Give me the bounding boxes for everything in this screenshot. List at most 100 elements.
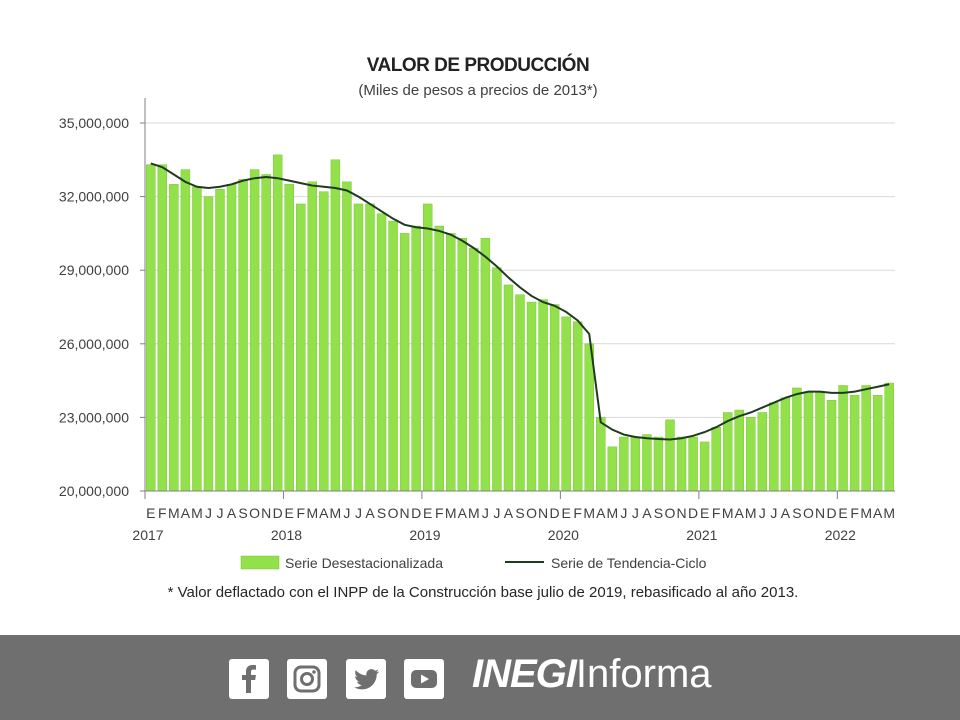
x-tick-label: J (355, 505, 362, 521)
x-tick-label: D (688, 505, 698, 521)
x-tick-label: M (468, 505, 480, 521)
bar (572, 321, 583, 492)
brand-inegi: INEGI (472, 652, 577, 696)
x-tick-label: M (583, 505, 595, 521)
bar-series (146, 154, 894, 492)
x-tick-label: A (365, 505, 375, 521)
legend-label-line: Serie de Tendencia-Ciclo (551, 555, 707, 571)
x-tick-label: O (665, 505, 676, 521)
axes: 20,000,000 23,000,000 26,000,000 29,000,000… (59, 98, 895, 543)
x-tick-label: O (249, 505, 260, 521)
youtube-icon[interactable] (404, 659, 444, 699)
chart-title: VALOR DE PRODUCCIÓN (367, 54, 589, 76)
x-tick-label: J (632, 505, 639, 521)
x-tick-label: S (654, 505, 663, 521)
x-tick-label: E (838, 505, 847, 521)
bar (399, 233, 410, 492)
x-tick-label: M (191, 505, 203, 521)
bar (215, 188, 225, 492)
bar (180, 169, 191, 492)
bar (538, 299, 548, 492)
y-tick-label: 35,000,000 (59, 115, 129, 131)
x-tick-label: S (377, 505, 386, 521)
bar (469, 247, 479, 492)
x-year-label: 2019 (409, 527, 440, 543)
x-tick-label: A (227, 505, 237, 521)
trend-series (150, 162, 890, 441)
x-tick-label: M (330, 505, 342, 521)
bar (803, 392, 814, 492)
x-tick-label: F (712, 505, 721, 521)
x-tick-label: A (504, 505, 514, 521)
bar (238, 179, 248, 492)
chart: VALOR DE PRODUCCIÓN (Miles de pesos a pr… (59, 54, 895, 601)
x-tick-label: E (285, 505, 294, 521)
bar (192, 186, 202, 492)
bar (515, 294, 525, 492)
bar (607, 446, 618, 492)
bar (503, 284, 514, 492)
facebook-icon[interactable] (229, 659, 269, 699)
bar (826, 399, 837, 492)
bar (226, 184, 237, 492)
y-tick-label: 23,000,000 (59, 409, 129, 425)
trend-line (150, 162, 890, 441)
x-tick-label: J (759, 505, 766, 521)
bar (422, 203, 433, 492)
bar (688, 436, 698, 492)
bar (630, 436, 641, 492)
bar (722, 412, 733, 492)
legend-label-bars: Serie Desestacionalizada (285, 555, 443, 571)
x-tick-label: N (815, 505, 825, 521)
bar (746, 417, 756, 492)
y-tick-label: 32,000,000 (59, 189, 129, 205)
twitter-icon[interactable] (346, 659, 386, 699)
x-tick-label: O (526, 505, 537, 521)
bar (665, 419, 675, 492)
inegi-informa-logo: INEGIInforma (472, 652, 712, 702)
bar (284, 184, 294, 492)
bar (596, 417, 606, 492)
y-tick-label: 29,000,000 (59, 262, 129, 278)
x-tick-label: N (538, 505, 548, 521)
bar (549, 304, 560, 492)
x-tick-label: J (482, 505, 489, 521)
x-tick-label: J (493, 505, 500, 521)
bar (861, 385, 871, 492)
y-tick-label: 26,000,000 (59, 336, 129, 352)
bar (146, 164, 156, 492)
x-tick-label: F (158, 505, 167, 521)
bar (619, 436, 629, 492)
bar (342, 181, 352, 492)
x-tick-label: S (792, 505, 801, 521)
x-year-label: 2022 (825, 527, 856, 543)
x-tick-label: N (400, 505, 410, 521)
bar (434, 225, 444, 492)
x-tick-label: A (873, 505, 883, 521)
x-tick-label: E (146, 505, 155, 521)
x-tick-label: M (306, 505, 318, 521)
bar (480, 238, 491, 492)
x-tick-label: N (676, 505, 686, 521)
bar (734, 409, 744, 492)
bar (711, 426, 721, 492)
instagram-icon[interactable] (287, 659, 327, 699)
bar (757, 412, 768, 492)
bar (307, 181, 318, 492)
bar (157, 164, 168, 492)
x-tick-label: M (445, 505, 457, 521)
bar (457, 238, 468, 492)
x-tick-label: M (168, 505, 180, 521)
x-tick-label: E (700, 505, 709, 521)
x-tick-label: S (238, 505, 247, 521)
bar (296, 203, 306, 492)
x-tick-label: A (181, 505, 191, 521)
x-tick-label: J (343, 505, 350, 521)
bar (388, 220, 398, 492)
x-tick-label: N (261, 505, 271, 521)
x-tick-label: A (458, 505, 468, 521)
x-tick-label: M (722, 505, 734, 521)
x-tick-label: A (596, 505, 606, 521)
bar (642, 434, 652, 492)
x-tick-label: A (642, 505, 652, 521)
